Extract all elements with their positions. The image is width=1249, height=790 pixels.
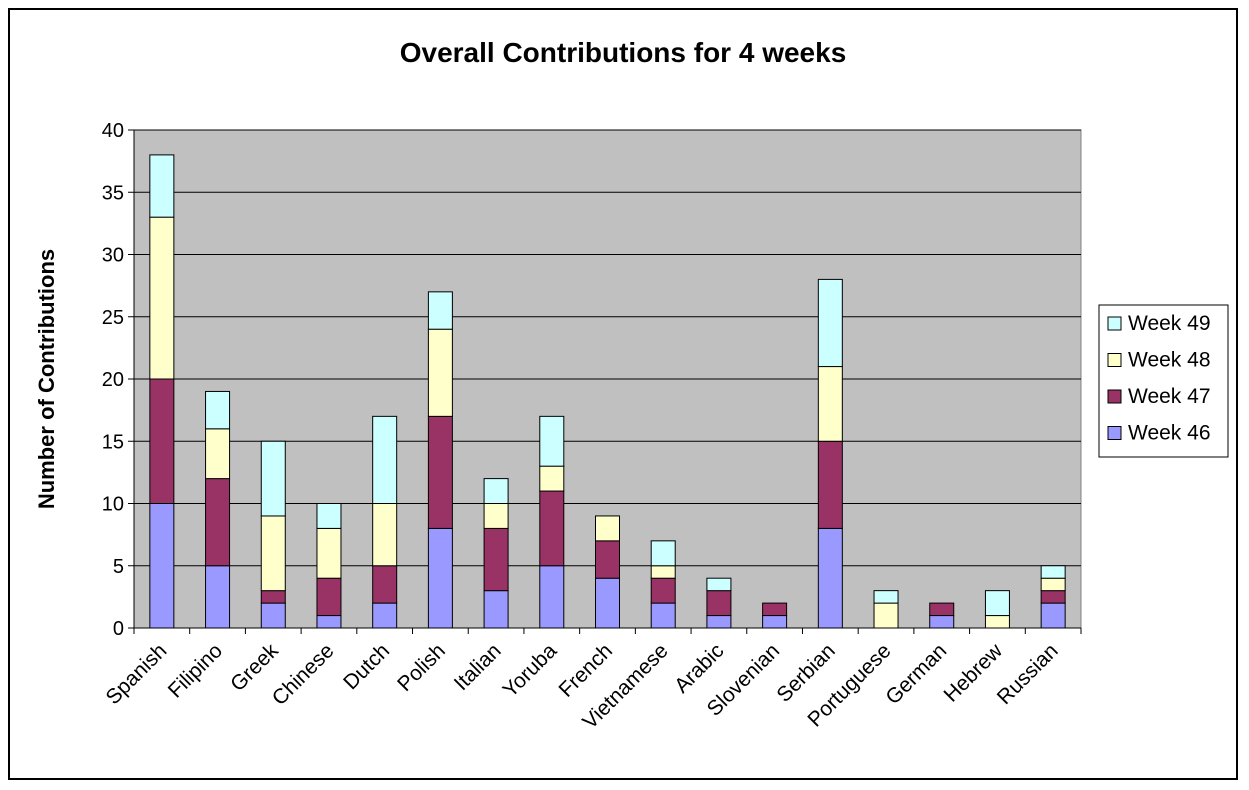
bar-segment: [539, 565, 565, 629]
legend-label: Week 47: [1128, 385, 1211, 408]
bar-segment: [427, 328, 453, 417]
bar-segment: [595, 515, 620, 542]
bar-segment: [372, 565, 398, 604]
bar-segment: [1040, 602, 1066, 629]
bar-segment: [539, 415, 565, 467]
bar-segment: [316, 615, 342, 629]
x-category-label: Chinese: [268, 639, 339, 710]
bar-segment: [260, 440, 286, 517]
x-category-label: Yoruba: [499, 639, 562, 702]
y-tick-label: 10: [102, 494, 124, 516]
bar-segment: [706, 577, 732, 592]
bar-segment: [984, 590, 1010, 617]
y-tick-label: 35: [102, 182, 124, 204]
bar-segment: [650, 540, 676, 567]
bar-segment: [372, 602, 398, 629]
x-category-label: Spanish: [101, 639, 171, 709]
bar-segment: [483, 590, 509, 629]
bar-segment: [260, 515, 286, 592]
bar-segment: [817, 440, 843, 529]
legend-label: Week 46: [1128, 422, 1211, 445]
bar-segment: [929, 602, 955, 617]
bar-segment: [595, 540, 620, 579]
bar-segment: [316, 577, 342, 617]
bar-segment: [205, 565, 231, 629]
bar-segment: [762, 602, 788, 617]
bar-segment: [1040, 565, 1066, 579]
bar-segment: [817, 278, 843, 368]
y-tick-label: 40: [102, 120, 124, 142]
x-category-label: Italian: [450, 639, 506, 695]
x-category-label: Polish: [393, 639, 450, 696]
x-category-label: Dutch: [339, 639, 394, 694]
bar-segment: [205, 390, 231, 430]
bar-segment: [372, 503, 398, 567]
bar-segment: [706, 615, 732, 629]
bar-segment: [650, 577, 676, 604]
legend-swatch: [1107, 389, 1122, 404]
bar-segment: [817, 366, 843, 442]
bar-segment: [483, 527, 509, 592]
y-tick-label: 20: [102, 369, 124, 391]
bar-segment: [539, 490, 565, 567]
bar-segment: [483, 478, 509, 505]
bar-segment: [873, 602, 899, 629]
bar-segment: [483, 503, 509, 529]
chart-title: Overall Contributions for 4 weeks: [400, 37, 847, 68]
x-category-label: German: [881, 639, 951, 709]
bar-segment: [427, 291, 453, 330]
y-tick-label: 25: [102, 307, 124, 329]
bar-segment: [149, 216, 175, 380]
bar-segment: [205, 478, 231, 567]
legend-swatch: [1107, 426, 1122, 440]
bar-segment: [205, 428, 231, 480]
bar-segment: [650, 565, 676, 579]
bar-segment: [1040, 577, 1066, 592]
y-tick-label: 5: [113, 556, 124, 578]
bar-segment: [706, 590, 732, 617]
legend-swatch: [1107, 316, 1122, 331]
bar-segment: [316, 503, 342, 529]
legend-label: Week 48: [1128, 349, 1211, 372]
bar-segment: [762, 615, 788, 629]
bar-segment: [1040, 590, 1066, 604]
bar-segment: [873, 590, 899, 604]
bar-segment: [316, 527, 342, 579]
y-tick-label: 15: [102, 431, 124, 453]
x-category-label: Filipino: [164, 639, 227, 702]
bar-segment: [984, 615, 1010, 629]
x-category-label: Russian: [993, 639, 1063, 709]
bar-segment: [149, 378, 175, 504]
y-axis-label: Number of Contributions: [34, 249, 59, 509]
legend-label: Week 49: [1128, 312, 1211, 335]
bar-segment: [149, 154, 175, 218]
bar-segment: [929, 615, 955, 629]
bar-segment: [260, 590, 286, 604]
bar-segment: [650, 602, 676, 629]
bar-segment: [539, 465, 565, 492]
bar-segment: [595, 577, 620, 629]
bar-segment: [427, 415, 453, 529]
bar-segment: [817, 527, 843, 629]
legend-swatch: [1107, 353, 1122, 367]
bar-segment: [427, 527, 453, 629]
y-tick-label: 30: [102, 245, 124, 267]
bar-segment: [260, 602, 286, 629]
bar-segment: [149, 503, 175, 629]
bar-segment: [372, 415, 398, 505]
y-tick-label: 0: [113, 618, 124, 640]
legend: Week 49 Week 48 Week 47 Week 46: [1098, 304, 1229, 458]
